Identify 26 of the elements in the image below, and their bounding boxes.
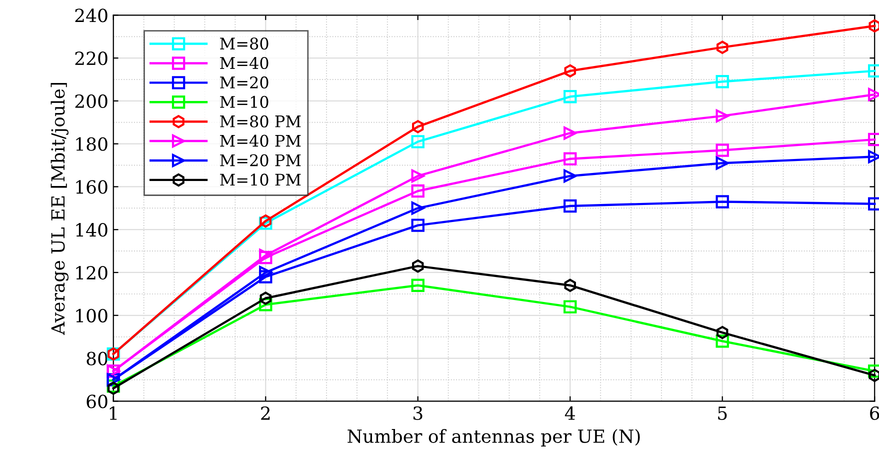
- x-axis-title: Number of antennas per UE (N): [348, 429, 640, 447]
- legend-label: M=40: [220, 56, 268, 70]
- y-tick-label: 220: [75, 51, 108, 66]
- y-axis-title: Average UL EE [Mbit/joule]: [50, 82, 69, 335]
- x-tick-label: 5: [718, 406, 727, 420]
- legend-label: M=80 PM: [220, 115, 301, 128]
- y-tick-label: 80: [86, 352, 108, 366]
- x-tick-label: 1: [110, 406, 117, 420]
- y-tick-label: 180: [76, 137, 108, 151]
- legend-label: M=10 PM: [220, 174, 301, 186]
- legend-label: M=20: [220, 76, 268, 89]
- legend-label: M=20 PM: [220, 154, 301, 166]
- y-tick-label: 60: [86, 394, 108, 408]
- x-tick-label: 2: [261, 406, 270, 420]
- legend-label: M=10: [220, 96, 268, 108]
- y-tick-label: 100: [76, 308, 108, 322]
- legend-label: M=40 PM: [220, 134, 301, 147]
- y-tick-label: 140: [76, 223, 108, 237]
- x-tick-label: 6: [870, 406, 879, 420]
- y-tick-label: 160: [76, 180, 108, 194]
- y-tick-label: 240: [75, 8, 108, 22]
- legend-label: M=80: [220, 38, 268, 50]
- y-tick-label: 120: [76, 266, 108, 280]
- y-tick-label: 200: [75, 94, 108, 108]
- x-tick-label: 3: [414, 406, 422, 420]
- x-tick-label: 4: [564, 406, 575, 420]
